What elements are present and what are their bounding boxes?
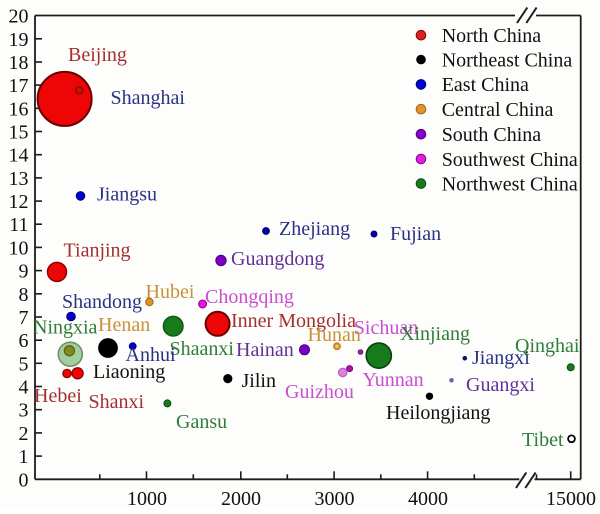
svg-text:18: 18 — [9, 52, 29, 74]
svg-text:Guangdong: Guangdong — [231, 248, 324, 270]
svg-text:2000: 2000 — [221, 488, 261, 509]
svg-text:Yunnan: Yunnan — [363, 369, 424, 391]
svg-text:Fujian: Fujian — [390, 223, 441, 245]
svg-text:15000: 15000 — [546, 488, 596, 509]
svg-text:Hunan: Hunan — [308, 324, 361, 346]
svg-text:4000: 4000 — [408, 488, 448, 509]
svg-text:Sichuan: Sichuan — [354, 317, 418, 339]
svg-text:Qinghai: Qinghai — [515, 335, 580, 357]
svg-text:17: 17 — [9, 75, 29, 97]
svg-text:Guizhou: Guizhou — [285, 381, 354, 403]
svg-text:10: 10 — [9, 237, 29, 259]
svg-text:Ningxia: Ningxia — [33, 317, 98, 339]
svg-text:9: 9 — [19, 261, 29, 283]
svg-text:Jilin: Jilin — [242, 370, 276, 392]
svg-text:Chongqing: Chongqing — [205, 286, 294, 308]
svg-text:Shaanxi: Shaanxi — [170, 338, 235, 360]
svg-text:Shanxi: Shanxi — [89, 391, 145, 413]
svg-text:Xinjiang: Xinjiang — [400, 323, 470, 345]
svg-text:0: 0 — [19, 469, 29, 491]
svg-text:15: 15 — [9, 122, 29, 144]
svg-text:16: 16 — [9, 98, 29, 120]
svg-text:Tibet: Tibet — [522, 429, 564, 451]
svg-text:Jiangsu: Jiangsu — [97, 184, 157, 206]
svg-text:Beijing: Beijing — [68, 44, 127, 66]
svg-text:Jiangxi: Jiangxi — [472, 347, 530, 369]
svg-text:Shandong: Shandong — [62, 291, 142, 313]
svg-text:1: 1 — [19, 446, 29, 468]
svg-text:12: 12 — [9, 191, 29, 213]
svg-text:11: 11 — [9, 214, 28, 236]
svg-text:Southwest China: Southwest China — [442, 149, 578, 171]
svg-text:Hainan: Hainan — [236, 339, 294, 361]
svg-text:Hubei: Hubei — [146, 281, 195, 303]
svg-text:6: 6 — [19, 330, 29, 352]
svg-text:Inner Mongolia: Inner Mongolia — [231, 310, 356, 332]
svg-text:1000: 1000 — [127, 488, 167, 509]
svg-text:8: 8 — [19, 284, 29, 306]
svg-text:Hebei: Hebei — [34, 385, 82, 407]
svg-text:4: 4 — [19, 377, 29, 399]
svg-text:Shanghai: Shanghai — [111, 87, 186, 109]
svg-text:Zhejiang: Zhejiang — [279, 218, 350, 240]
svg-text:2: 2 — [19, 423, 29, 445]
svg-text:5: 5 — [19, 353, 29, 375]
svg-text:Guangxi: Guangxi — [466, 374, 535, 396]
svg-text:Heilongjiang: Heilongjiang — [386, 402, 490, 424]
svg-text:3000: 3000 — [315, 488, 355, 509]
svg-text:Central China: Central China — [442, 99, 554, 121]
svg-text:Northeast China: Northeast China — [442, 49, 573, 71]
svg-text:3: 3 — [19, 400, 29, 422]
svg-text:Gansu: Gansu — [176, 411, 227, 433]
svg-text:Anhui: Anhui — [126, 344, 176, 366]
svg-text:Henan: Henan — [98, 314, 150, 336]
svg-text:19: 19 — [9, 29, 29, 51]
svg-text:Tianjing: Tianjing — [64, 240, 131, 262]
svg-text:East China: East China — [442, 74, 529, 96]
svg-text:South China: South China — [442, 124, 542, 146]
svg-text:20: 20 — [9, 6, 29, 28]
svg-text:14: 14 — [9, 145, 29, 167]
svg-text:13: 13 — [9, 168, 29, 190]
svg-text:7: 7 — [19, 307, 29, 329]
svg-text:North China: North China — [442, 25, 542, 47]
svg-text:Northwest China: Northwest China — [442, 173, 578, 195]
svg-text:Liaoning: Liaoning — [93, 361, 165, 383]
